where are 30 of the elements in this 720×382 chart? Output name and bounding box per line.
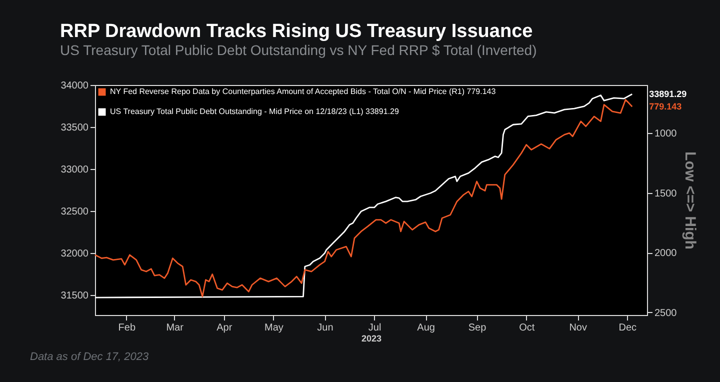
y-tick-label: 32000 xyxy=(60,248,89,260)
x-tick-label: Aug xyxy=(417,322,435,334)
x-axis-title: 2023 xyxy=(361,334,382,344)
x-tick-label: Mar xyxy=(166,322,184,334)
y2-axis-title: Low <=> High xyxy=(682,152,699,250)
x-tick-label: Jun xyxy=(317,322,334,334)
legend-label: NY Fed Reverse Repo Data by Counterparties Amount of Accepted Bids - Total O/N - Mid Price (R1) 779.143 xyxy=(110,87,496,96)
x-tick-label: May xyxy=(264,322,284,334)
y2-tick-label: 2500 xyxy=(654,308,678,319)
chart-title: RRP Drawdown Tracks Rising US Treasury Issuance xyxy=(60,21,533,42)
x-tick-label: Nov xyxy=(569,322,587,334)
y-tick-label: 33000 xyxy=(60,164,89,176)
y-tick-label: 34000 xyxy=(60,80,89,92)
x-tick-label: Feb xyxy=(118,322,136,334)
legend-label: US Treasury Total Public Debt Outstanding - Mid Price on 12/18/23 (L1) 33891.29 xyxy=(110,107,400,116)
y-tick-label: 32500 xyxy=(60,206,89,218)
y2-tick-label: 1500 xyxy=(654,188,678,200)
chart-subtitle: US Treasury Total Public Debt Outstanding vs NY Fed RRP $ Total (Inverted) xyxy=(60,42,537,58)
text: 779.143 xyxy=(649,102,682,112)
x-tick-label: Sep xyxy=(468,322,487,334)
y-tick-label: 31500 xyxy=(60,290,89,302)
x-tick-label: Apr xyxy=(216,322,233,334)
x-tick-label: Dec xyxy=(618,322,637,334)
x-tick-label: Oct xyxy=(519,322,535,334)
y-tick-label: 33500 xyxy=(60,122,89,134)
annotation: 33891.29 xyxy=(649,89,687,100)
x-tick-label: Jul xyxy=(368,322,382,334)
text: Data as of Dec 17, 2023 xyxy=(30,351,150,363)
y2-tick-label: 1000 xyxy=(654,128,678,140)
y2-tick-label: 2000 xyxy=(654,248,678,260)
